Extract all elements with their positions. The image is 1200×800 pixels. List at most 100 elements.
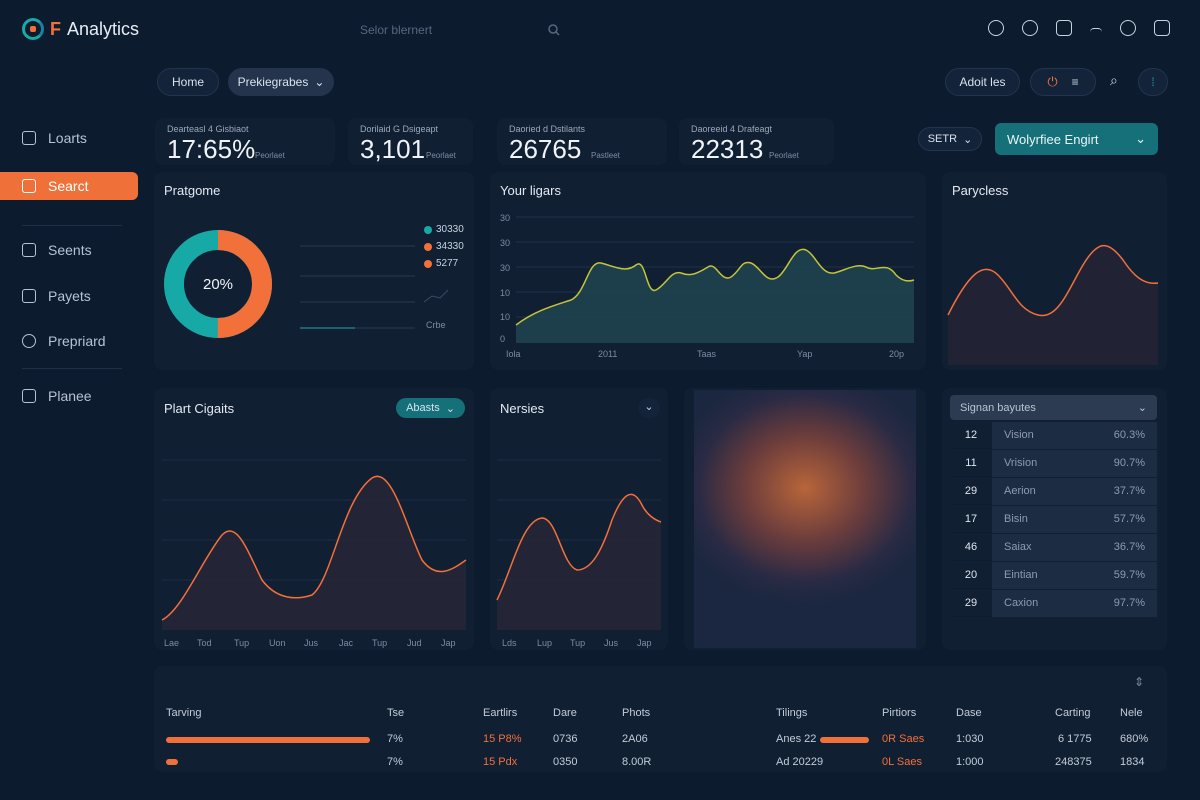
sidebar-item-seents[interactable]: Seents <box>22 242 92 258</box>
search-icon <box>548 24 560 36</box>
sidebar-item-label: Planee <box>48 388 92 404</box>
bell-icon[interactable] <box>988 20 1004 36</box>
power-menu-group: ⏻ ≡ <box>1030 68 1096 96</box>
y-tick: 10 <box>500 312 511 322</box>
row-percent: 37.7% <box>1113 485 1145 497</box>
stat-card: Daoreeid 4 Drafeagt 22313 Peorlaet <box>679 118 834 165</box>
row-name: Eintian <box>992 562 1157 589</box>
x-tick: Jud <box>407 638 422 648</box>
x-tick: Lup <box>537 638 553 648</box>
donut-segment-orange <box>164 230 272 338</box>
chevron-down-icon: ⌄ <box>445 402 455 415</box>
adoit-button[interactable]: Adoit les <box>945 68 1020 96</box>
stat-sub: Peorlaet <box>769 151 799 160</box>
area-fill <box>948 245 1158 365</box>
column-header[interactable]: Tilings <box>776 707 808 719</box>
sidebar-item-loarts[interactable]: Loarts <box>22 130 87 146</box>
legend-label: 30330 <box>436 224 464 235</box>
x-tick: Lds <box>502 638 517 648</box>
area-chart <box>515 216 915 343</box>
menu-icon[interactable]: ≡ <box>1071 75 1079 89</box>
y-tick: 10 <box>500 288 511 298</box>
cell: 0350 <box>553 756 578 768</box>
legend-dot <box>424 242 432 251</box>
column-header[interactable]: Dare <box>553 707 577 719</box>
chevron-down-icon: ⌄ <box>963 133 973 146</box>
sidebar-item-label: Payets <box>48 288 91 304</box>
row-name: Bisin <box>992 506 1157 533</box>
y-tick: 30 <box>500 213 511 223</box>
x-tick: Lae <box>164 638 180 648</box>
document-icon <box>22 243 36 257</box>
row-number: 12 <box>964 429 978 441</box>
cell: 15 P8% <box>483 733 522 745</box>
column-header[interactable]: Pirtiors <box>882 707 917 719</box>
sidebar-item-planee[interactable]: Planee <box>22 388 92 404</box>
chevron-down-icon[interactable]: ⌄ <box>638 398 660 418</box>
cell: 2A06 <box>622 733 648 745</box>
parycless-chart <box>947 244 1159 365</box>
sidebar-item-label: Prepriard <box>48 333 106 349</box>
engine-select[interactable]: Wolyrfiee Engirt ⌄ <box>995 123 1158 155</box>
filter-icon[interactable]: ⁞ <box>1138 68 1168 96</box>
settings-icon[interactable]: ⇕ <box>1134 675 1145 689</box>
column-header[interactable]: Tarving <box>166 707 202 719</box>
table-select[interactable]: Signan bayutes ⌄ <box>950 395 1157 420</box>
card-title: Plart Cigaits <box>164 401 235 416</box>
table-row[interactable]: 46 Saiax 36.7% <box>952 534 1157 561</box>
sidebar-item-searct[interactable]: Searct <box>0 172 138 200</box>
line-series <box>161 475 467 621</box>
column-header[interactable]: Eartlirs <box>483 707 518 719</box>
row-name: Saiax <box>992 534 1157 561</box>
small-select[interactable]: SETR ⌄ <box>918 127 982 151</box>
row-percent: 36.7% <box>1113 541 1145 553</box>
table-row[interactable]: 11 Vrision 90.7% <box>952 450 1157 477</box>
wallet-icon <box>22 289 36 303</box>
grid-icon <box>22 131 36 145</box>
small-select-label: SETR <box>927 133 958 145</box>
row-number: 20 <box>964 569 978 581</box>
search-icon[interactable]: ⌕ <box>1110 72 1118 88</box>
card-title: Nersies <box>500 401 545 416</box>
menu-icon[interactable] <box>1090 28 1102 36</box>
abasts-dropdown[interactable]: Abasts ⌄ <box>396 398 465 418</box>
y-tick: 30 <box>500 263 511 273</box>
lock-icon[interactable] <box>1154 20 1170 36</box>
clock-icon[interactable] <box>1022 20 1038 36</box>
legend-label: 34330 <box>436 241 464 252</box>
search-input[interactable]: Selor blernert <box>360 18 560 42</box>
column-header[interactable]: Phots <box>622 707 651 719</box>
table-row[interactable]: 17 Bisin 57.7% <box>952 506 1157 533</box>
search-icon <box>22 179 36 193</box>
power-icon[interactable]: ⏻ <box>1047 74 1058 89</box>
cell: 0L Saes <box>882 756 922 768</box>
column-header[interactable]: Carting <box>1055 707 1091 719</box>
x-tick: Iola <box>506 349 521 359</box>
clipboard-icon[interactable] <box>1056 20 1072 36</box>
home-button[interactable]: Home <box>157 68 219 96</box>
cell: 1:000 <box>956 756 984 768</box>
abasts-label: Abasts <box>406 402 440 414</box>
x-tick: Uon <box>269 638 286 648</box>
table-row[interactable]: 29 Aerion 37.7% <box>952 478 1157 505</box>
sidebar-item-payets[interactable]: Payets <box>22 288 91 304</box>
column-header[interactable]: Dase <box>956 707 982 719</box>
table-select-label: Signan bayutes <box>960 401 1036 414</box>
row-percent: 59.7% <box>1113 569 1145 581</box>
column-header[interactable]: Nele <box>1120 707 1143 719</box>
x-tick: Jap <box>441 638 456 648</box>
table-row[interactable]: 29 Caxion 97.7% <box>952 590 1157 617</box>
table-row[interactable]: 20 Eintian 59.7% <box>952 562 1157 589</box>
app-logo[interactable]: F Analytics <box>22 18 139 40</box>
row-number: 29 <box>964 597 978 609</box>
sidebar-item-prepriard[interactable]: Prepriard <box>22 333 106 349</box>
nersies-chart <box>496 459 662 630</box>
tag-icon[interactable] <box>1120 20 1136 36</box>
x-tick: Tup <box>234 638 250 648</box>
cell: Ad 20229 <box>776 756 824 768</box>
column-header[interactable]: Tse <box>387 707 405 719</box>
cell: 0R Saes <box>882 733 925 745</box>
table-row[interactable]: 12 Vision 60.3% <box>952 422 1157 449</box>
view-dropdown[interactable]: Prekiegrabes ⌄ <box>228 68 334 96</box>
sidebar-item-label: Loarts <box>48 130 87 146</box>
